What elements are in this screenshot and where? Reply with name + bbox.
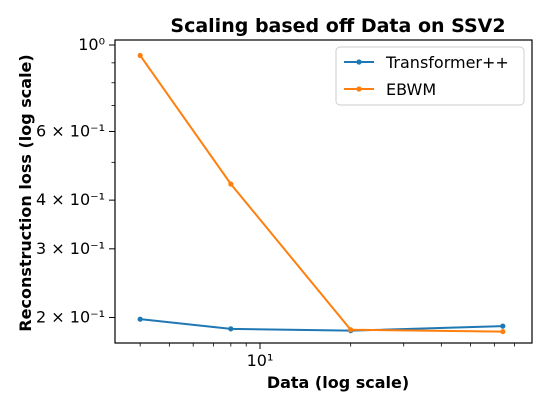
x-tick-label: 10¹: [247, 351, 274, 370]
legend: Transformer++ EBWM: [335, 46, 525, 106]
data-point: [500, 323, 506, 329]
legend-label: Transformer++: [385, 53, 509, 72]
series-layer: [137, 52, 506, 335]
series-line: [140, 318, 503, 332]
plot-frame: [114, 39, 533, 344]
legend-box: [335, 46, 525, 106]
legend-swatch-marker: [356, 86, 362, 92]
data-point: [348, 327, 354, 333]
series-line: [139, 54, 503, 333]
data-point: [137, 52, 143, 59]
y-tick-label: 3 × 10⁻¹: [36, 239, 105, 258]
legend-item: Transformer++: [344, 53, 509, 72]
data-point: [500, 328, 506, 335]
plot-border: [114, 39, 533, 344]
x-axis-ticks: 10¹: [139, 343, 515, 370]
series-ebwm: [137, 52, 506, 335]
y-axis-ticks: 10⁰ 6 × 10⁻¹ 4 × 10⁻¹ 3 × 10⁻¹ 2 × 10⁻¹: [36, 35, 115, 326]
data-point: [137, 316, 143, 322]
legend-swatch-marker: [356, 59, 362, 65]
legend-label: EBWM: [386, 80, 436, 99]
y-tick-label: 4 × 10⁻¹: [36, 190, 105, 209]
chart-title: Scaling based off Data on SSV2: [170, 15, 505, 37]
y-tick-label: 10⁰: [78, 35, 105, 54]
data-point: [228, 181, 234, 187]
y-axis-label: Reconstruction loss (log scale): [16, 54, 35, 331]
x-axis-label: Data (log scale): [267, 373, 409, 392]
y-tick-label: 2 × 10⁻¹: [36, 307, 105, 326]
data-point: [228, 326, 234, 332]
legend-item: EBWM: [344, 80, 436, 99]
y-tick-label: 6 × 10⁻¹: [36, 121, 105, 140]
